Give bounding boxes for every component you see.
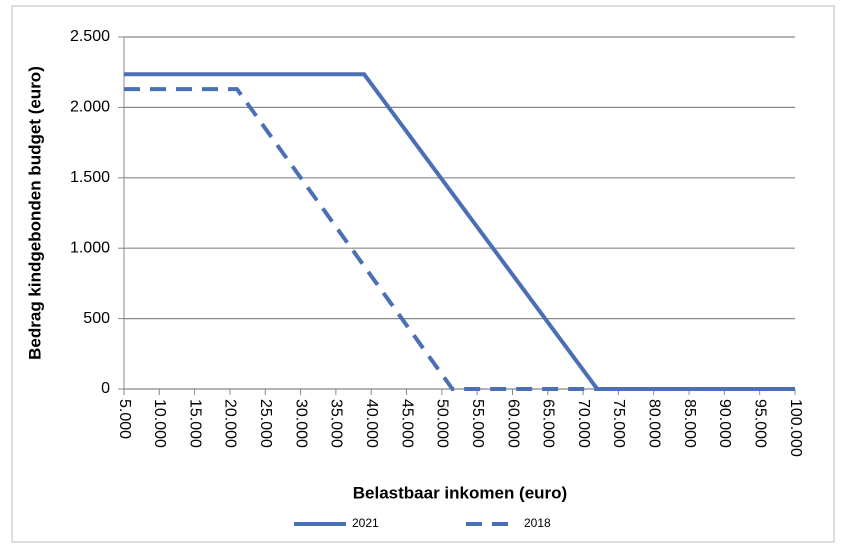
x-tick-label: 55.000 [469, 399, 486, 448]
y-tick-label: 1.000 [70, 239, 110, 256]
y-tick-label: 0 [101, 380, 110, 397]
line-series [124, 72, 795, 391]
x-tick-label: 25.000 [257, 399, 274, 448]
line-series [124, 87, 795, 391]
y-tick-label: 2.000 [70, 99, 110, 116]
x-tick-label: 15.000 [186, 399, 203, 448]
x-tick-label: 45.000 [398, 399, 415, 448]
y-axis-title: Bedrag kindgebonden budget (euro) [25, 66, 44, 360]
x-tick-label: 85.000 [681, 399, 698, 448]
y-tick-label: 2.500 [70, 28, 110, 45]
x-tick-label: 10.000 [151, 399, 168, 448]
x-tick-label: 100.000 [787, 399, 804, 457]
legend-label: 2021 [352, 516, 379, 530]
x-tick-label: 80.000 [646, 399, 663, 448]
x-tick-label: 65.000 [540, 399, 557, 448]
y-tick-label: 500 [83, 310, 110, 327]
x-tick-label: 75.000 [610, 399, 627, 448]
x-tick-label: 20.000 [222, 399, 239, 448]
x-tick-label: 95.000 [751, 399, 768, 448]
x-tick-label: 30.000 [292, 399, 309, 448]
x-axis-title: Belastbaar inkomen (euro) [353, 483, 567, 502]
x-tick-label: 50.000 [434, 399, 451, 448]
chart-frame [11, 5, 835, 543]
x-tick-label: 40.000 [363, 399, 380, 448]
x-tick-label: 60.000 [504, 399, 521, 448]
y-tick-label: 1.500 [70, 169, 110, 186]
x-tick-label: 5.000 [116, 399, 133, 439]
x-tick-label: 90.000 [716, 399, 733, 448]
x-tick-label: 35.000 [328, 399, 345, 448]
x-tick-label: 70.000 [575, 399, 592, 448]
legend-label: 2018 [524, 516, 551, 530]
